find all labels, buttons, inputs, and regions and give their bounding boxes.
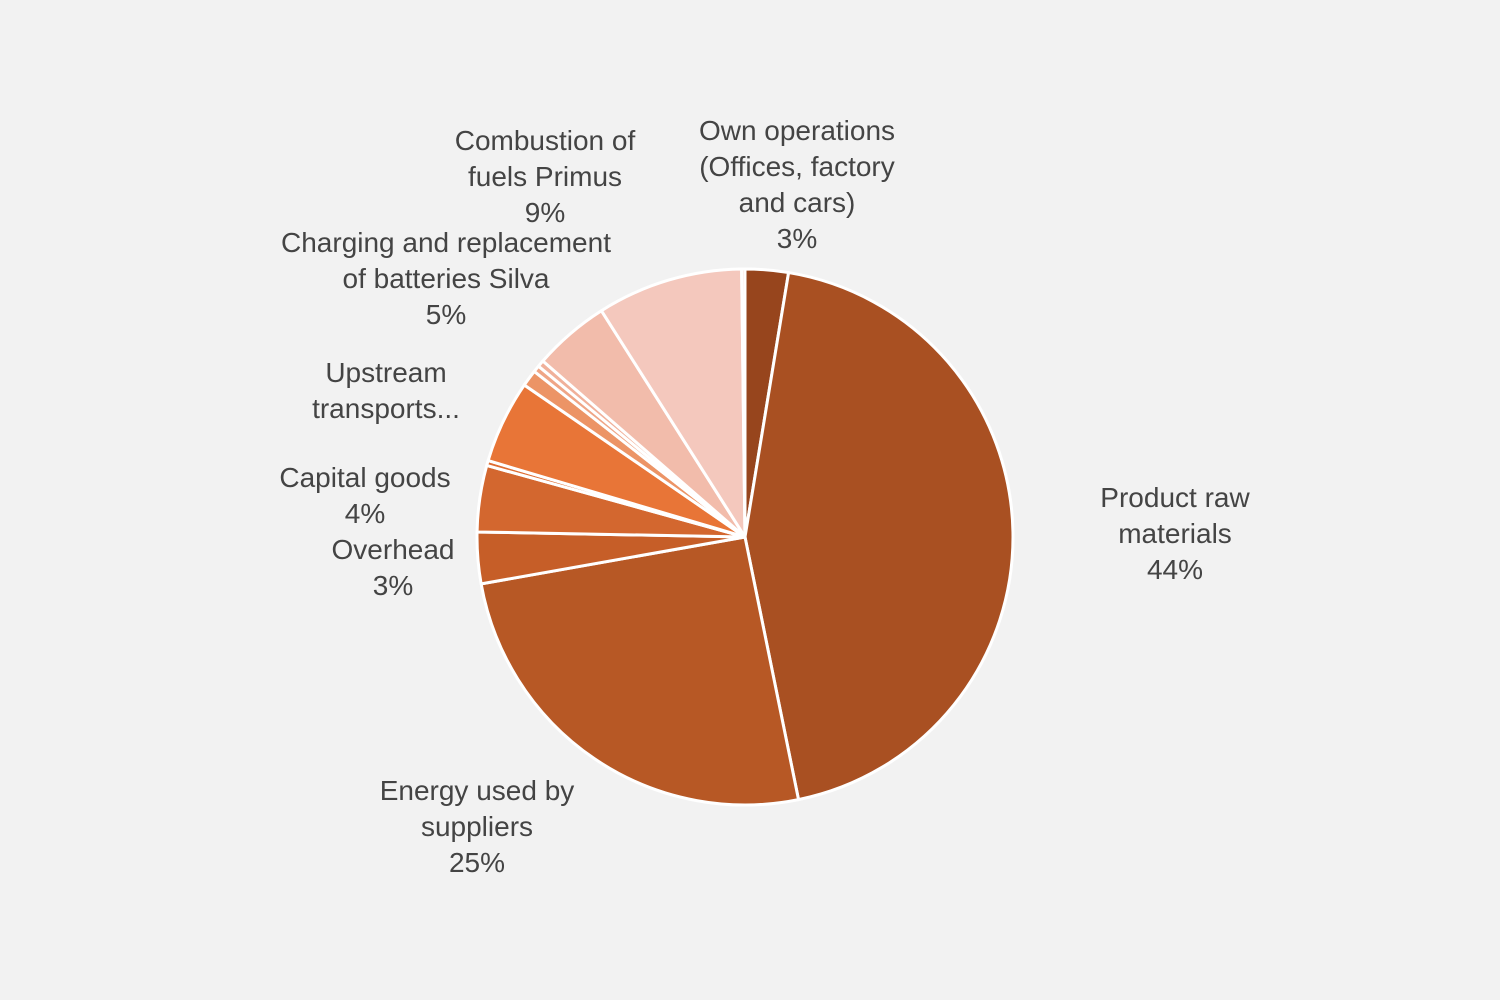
slice-label-line: Combustion of: [455, 125, 636, 156]
slice-label-line: Overhead: [332, 534, 455, 565]
slice-label-line: fuels Primus: [468, 161, 622, 192]
pie-slice: [740, 267, 747, 539]
slice-label: Combustion of fuels Primus 9%: [455, 125, 636, 228]
slice-label: Product raw materials 44%: [1100, 482, 1250, 585]
slice-label-line: (Offices, factory: [699, 151, 895, 182]
slice-label-line: Energy used by: [380, 775, 575, 806]
slice-label-line: 5%: [426, 299, 466, 330]
slice-label-line: 4%: [345, 498, 385, 529]
slice-label: Charging and replacement of batteries Sil…: [281, 227, 611, 330]
slice-label: Capital goods 4%: [279, 462, 450, 529]
slice-label-line: 44%: [1147, 554, 1203, 585]
slice-label-line: transports...: [312, 393, 460, 424]
slice-label-line: 3%: [373, 570, 413, 601]
slice-label-line: Upstream: [325, 357, 446, 388]
slice-label-line: and cars): [739, 187, 856, 218]
slice-label-line: 9%: [525, 197, 565, 228]
slice-label: Own operations (Offices, factory and cars)…: [699, 115, 895, 254]
slice-label-line: Charging and replacement: [281, 227, 611, 258]
slice-label: Energy used by suppliers 25%: [380, 775, 575, 878]
pie-slice: [743, 271, 1015, 802]
slice-label-line: 25%: [449, 847, 505, 878]
slice-label-line: of batteries Silva: [343, 263, 550, 294]
slice-label-line: Own operations: [699, 115, 895, 146]
slice-label: Upstream transports...: [312, 357, 460, 424]
pie-slice: [599, 267, 747, 539]
slice-label-line: Capital goods: [279, 462, 450, 493]
slice-label: Overhead 3%: [332, 534, 455, 601]
pie-labels: Own operations (Offices, factory and cars)…: [279, 115, 1250, 878]
pie-slice: [479, 535, 801, 807]
slice-label-line: materials: [1118, 518, 1232, 549]
slice-label-line: suppliers: [421, 811, 533, 842]
slice-label-line: Product raw: [1100, 482, 1250, 513]
pie-slices: [475, 267, 1015, 807]
slice-label-line: 3%: [777, 223, 817, 254]
